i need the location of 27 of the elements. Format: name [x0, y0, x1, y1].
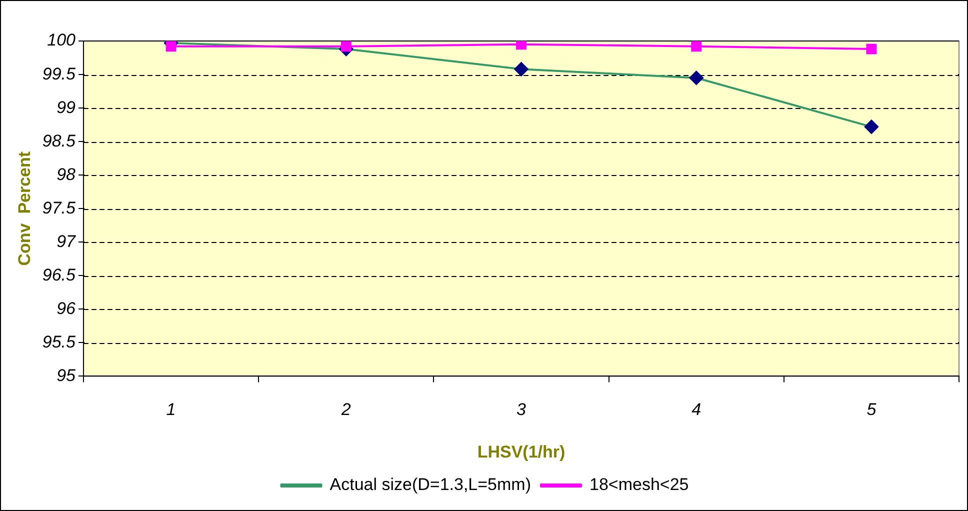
point [689, 70, 704, 85]
y-tick-label: 98 [56, 164, 76, 184]
x-axis-title: LHSV(1/hr) [477, 442, 566, 462]
y-tick-label: 95.5 [42, 332, 76, 352]
y-tick-label: 99.5 [42, 64, 76, 84]
legend-label: Actual size(D=1.3,L=5mm) [330, 475, 532, 494]
y-tick-label: 100 [47, 30, 76, 50]
point [866, 44, 877, 54]
y-tick-label: 99 [56, 98, 76, 117]
x-tick-label: 2 [340, 400, 352, 420]
legend-label: 18<mesh<25 [590, 475, 689, 494]
point [516, 41, 526, 50]
point [340, 41, 352, 52]
x-tick-label: 3 [516, 400, 527, 420]
y-tick-label: 95 [56, 366, 76, 385]
point [691, 41, 702, 52]
x-tick-label: 4 [692, 400, 702, 420]
y-tick-label: 98.5 [42, 131, 76, 150]
point [514, 62, 528, 76]
point [864, 120, 878, 134]
y-axis-title: Conv Percent [14, 151, 34, 266]
x-tick-label: 5 [866, 400, 877, 420]
x-tick-label: 1 [166, 400, 176, 420]
y-tick-label: 96 [56, 298, 76, 318]
y-tick-label: 97 [56, 232, 76, 251]
y-tick-label: 96.5 [42, 265, 76, 284]
y-tick-label: 97.5 [42, 198, 76, 218]
